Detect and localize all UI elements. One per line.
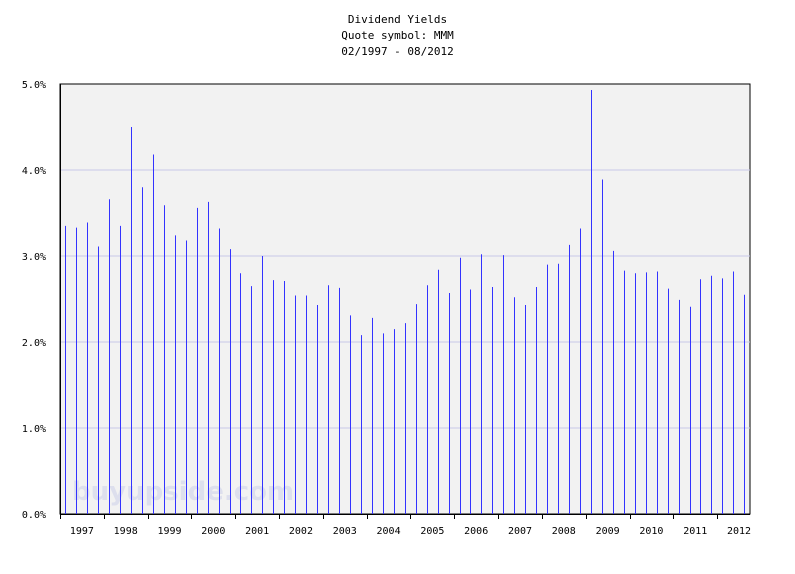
- bar-series: [65, 90, 745, 514]
- x-tick-label: 2007: [508, 526, 532, 537]
- chart-title: Dividend Yields: [347, 13, 448, 26]
- x-tick-label: 2009: [596, 526, 620, 537]
- y-tick-label: 5.0%: [22, 80, 46, 91]
- x-tick-label: 2000: [201, 526, 225, 537]
- y-tick-label: 1.0%: [22, 424, 46, 435]
- x-tick-label: 2011: [683, 526, 707, 537]
- x-tick-label: 2004: [377, 526, 401, 537]
- x-tick-label: 2002: [289, 526, 313, 537]
- x-tick-label: 1997: [70, 526, 94, 537]
- y-tick-label: 2.0%: [22, 338, 46, 349]
- chart-date-range: 02/1997 - 08/2012: [341, 45, 454, 58]
- x-tick-label: 2006: [464, 526, 488, 537]
- y-tick-label: 0.0%: [22, 510, 46, 521]
- y-tick-label: 4.0%: [22, 166, 46, 177]
- x-tick-label: 2008: [552, 526, 576, 537]
- chart-subtitle: Quote symbol: MMM: [341, 29, 454, 42]
- x-tick-label: 2012: [727, 526, 751, 537]
- chart-title-block: Dividend Yields Quote symbol: MMM 02/199…: [0, 12, 795, 60]
- x-tick-label: 1998: [114, 526, 138, 537]
- watermark: buyupside.com: [72, 477, 294, 507]
- x-tick-label: 1999: [157, 526, 181, 537]
- x-tick-label: 2005: [420, 526, 444, 537]
- x-tick-label: 2001: [245, 526, 269, 537]
- x-tick-label: 2010: [639, 526, 663, 537]
- y-tick-label: 3.0%: [22, 252, 46, 263]
- x-tick-label: 2003: [333, 526, 357, 537]
- x-axis-ticks: 1997 1998 1999 2000 2001 2002 2003 2004 2005 2006…: [60, 514, 751, 537]
- y-axis-ticks: 0.0% 1.0% 2.0% 3.0% 4.0% 5.0%: [22, 80, 46, 521]
- axes: [60, 84, 750, 515]
